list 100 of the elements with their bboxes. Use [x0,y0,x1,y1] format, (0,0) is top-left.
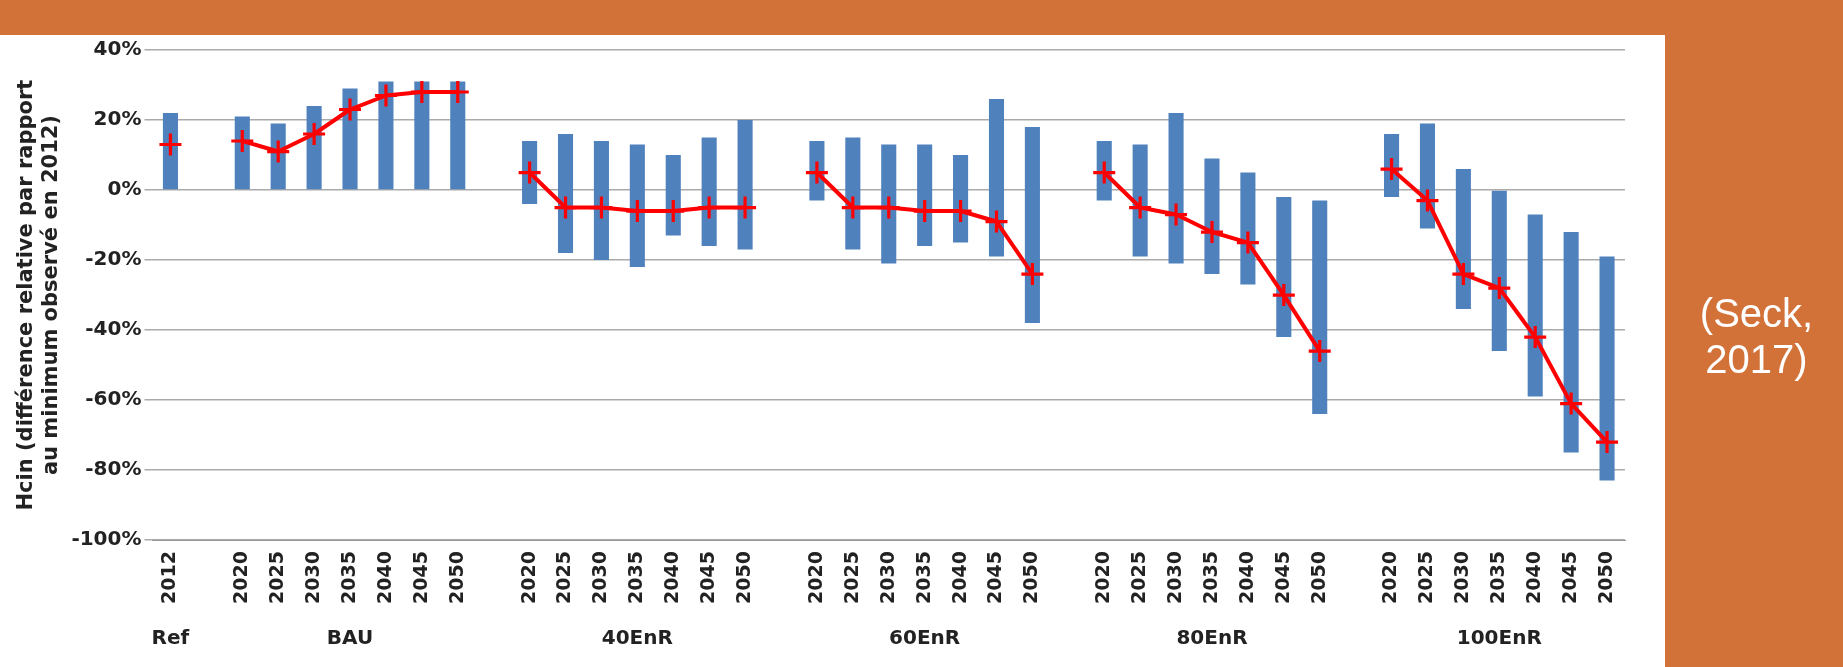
bar [845,137,861,250]
bar [953,155,969,243]
bar [1024,127,1040,324]
point [374,84,397,107]
x-tick-label: 2025 [265,551,288,605]
y-tick-label: 40% [93,36,142,61]
bar [593,141,609,261]
text: 40EnR [601,625,673,650]
point [518,161,541,184]
bar [557,134,574,254]
x-tick-label: 2030 [1450,551,1473,605]
x-tick-label: 2040 [660,551,683,605]
bar [917,144,933,247]
x-tick-label: 2020 [803,551,826,605]
bar [1527,214,1543,397]
x-tick-label: 2025 [552,551,575,605]
bar [737,120,753,250]
y-tick-label: -100% [71,526,142,551]
point [1488,277,1511,300]
x-tick-label: 2020 [1091,551,1114,605]
bar [1168,113,1184,264]
x-tick-label: 2030 [1163,551,1185,605]
point [1236,231,1259,254]
bar [1563,232,1579,453]
bar [988,99,1005,257]
bar [629,144,645,268]
point [734,196,757,219]
bar [414,81,430,190]
x-tick-label: 2020 [229,551,252,605]
point [1416,189,1439,212]
x-tick-label: 2050 [1593,551,1616,605]
bar [1599,256,1615,481]
bar [701,137,717,247]
point [231,130,254,153]
point [1093,161,1116,184]
x-tick-label: 2020 [516,551,539,605]
x-tick-label: 2045 [1558,551,1581,605]
bar [1132,144,1148,257]
text: BAU [326,625,374,650]
text: (Seck, 2017) [1698,290,1815,382]
x-tick-label: 2045 [408,551,431,605]
x-tick-label: 2045 [983,551,1006,605]
x-tick-label: 2012 [157,551,180,605]
x-tick-label: 2040 [1234,551,1257,605]
point [1452,263,1475,286]
bar [378,81,394,190]
point [1308,340,1331,363]
point [159,133,182,156]
point [1021,263,1044,286]
point [339,98,362,121]
y-tick-label: -80% [85,456,142,481]
point [554,196,577,219]
text: 100EnR [1456,625,1542,650]
x-tick-label: 2030 [301,551,324,605]
point [805,161,828,184]
x-tick-label: 2040 [372,551,395,605]
x-tick-label: 2050 [1306,551,1329,605]
y-tick-label: -40% [85,316,142,341]
x-tick-label: 2030 [588,551,611,605]
text: Ref [151,625,190,650]
bar [665,155,681,236]
bar [1491,190,1507,352]
point [1596,431,1619,454]
point [303,123,326,146]
text: 80EnR [1176,625,1248,650]
x-tick-label: 2050 [1019,551,1042,605]
point [1272,284,1295,307]
y-tick-label: 20% [93,106,142,131]
x-tick-label: 2025 [1127,551,1150,605]
x-tick-label: 2040 [947,551,970,605]
x-tick-label: 2020 [1378,551,1401,605]
x-tick-label: 2040 [1522,551,1545,605]
bar [1204,158,1220,275]
point [1524,326,1547,349]
x-tick-label: 2050 [444,551,467,605]
bar [1312,200,1328,415]
x-tick-label: 2045 [1270,551,1293,605]
point [1560,392,1583,415]
y-tick-label: 0% [107,176,142,201]
bar [162,113,178,190]
point [267,140,290,163]
text: 60EnR [889,625,961,650]
point [1129,196,1152,219]
x-tick-label: 2025 [1414,551,1437,605]
x-tick-label: 2035 [1486,551,1509,605]
x-tick-label: 2035 [336,551,359,605]
x-tick-label: 2025 [839,551,862,605]
y-axis-title: Hcin (différence relative par rapport au minimum observé en 2012) [13,79,63,511]
x-tick-label: 2035 [1198,551,1221,605]
y-tick-label: -60% [85,386,142,411]
point [1165,203,1188,226]
point [841,196,864,219]
bar [450,81,466,190]
x-tick-label: 2050 [732,551,755,605]
x-tick-label: 2030 [875,551,898,605]
y-tick-label: -20% [85,246,142,271]
x-tick-label: 2035 [911,551,934,605]
x-tick-label: 2035 [624,551,647,605]
bar [1455,169,1471,310]
point [985,210,1008,233]
